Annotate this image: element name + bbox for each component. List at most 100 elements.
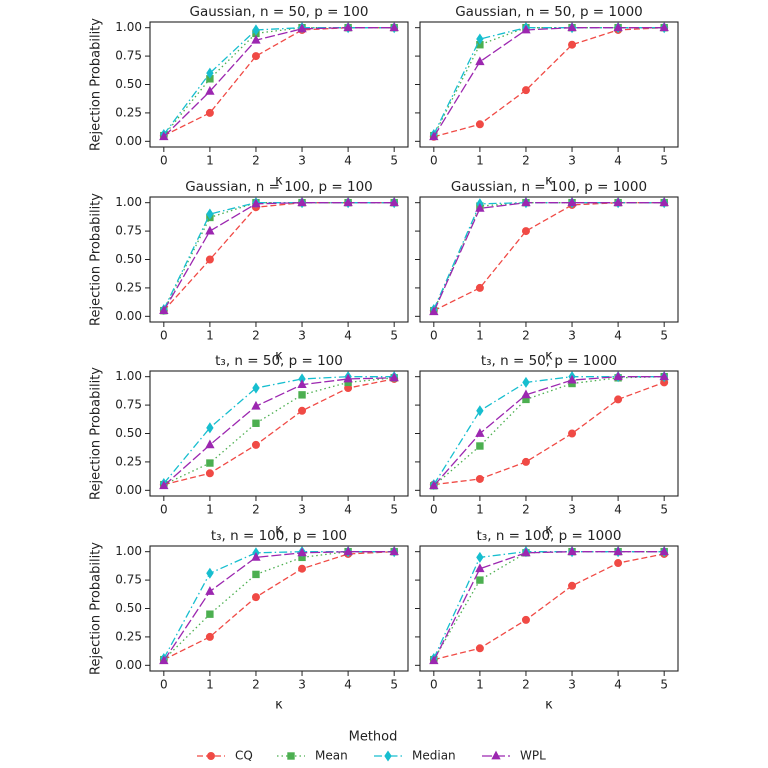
x-tick-label: 1 bbox=[206, 329, 214, 343]
x-axis-label: κ bbox=[275, 698, 283, 713]
legend-marker bbox=[491, 750, 501, 760]
marker bbox=[251, 34, 261, 44]
legend-title: Method bbox=[349, 730, 398, 745]
marker bbox=[251, 552, 261, 561]
x-tick-label: 1 bbox=[476, 154, 484, 168]
marker bbox=[252, 419, 260, 427]
panel-title: t₃, n = 100, p = 100 bbox=[211, 528, 347, 544]
panel-title: Gaussian, n = 50, p = 1000 bbox=[455, 4, 643, 20]
y-tick-label: 0.50 bbox=[115, 252, 142, 266]
axes-frame bbox=[419, 196, 679, 323]
marker bbox=[567, 546, 577, 556]
marker bbox=[521, 24, 531, 34]
x-tick-label: 2 bbox=[522, 503, 530, 517]
marker bbox=[476, 442, 484, 450]
y-axis-label: Rejection Probability bbox=[89, 542, 104, 675]
marker bbox=[659, 22, 669, 32]
marker bbox=[521, 197, 531, 207]
y-tick-label: 0.00 bbox=[115, 483, 142, 497]
x-tick-label: 5 bbox=[390, 329, 398, 343]
marker bbox=[659, 546, 669, 556]
x-tick-label: 5 bbox=[660, 678, 668, 692]
marker bbox=[521, 86, 530, 95]
series-line bbox=[433, 202, 665, 311]
marker bbox=[475, 203, 485, 212]
marker bbox=[429, 480, 439, 490]
x-tick-label: 0 bbox=[160, 503, 168, 517]
series-line bbox=[433, 551, 665, 660]
x-tick-label: 4 bbox=[614, 329, 622, 343]
panel-title: t₃, n = 100, p = 1000 bbox=[477, 528, 622, 544]
marker bbox=[206, 567, 214, 579]
series-line bbox=[433, 202, 665, 310]
marker bbox=[613, 197, 623, 207]
marker bbox=[613, 22, 623, 32]
marker bbox=[159, 305, 169, 315]
x-axis-label: κ bbox=[275, 174, 283, 189]
marker bbox=[475, 56, 485, 66]
panel-title: t₃, n = 50, p = 100 bbox=[215, 353, 343, 369]
x-tick-label: 4 bbox=[344, 503, 352, 517]
marker bbox=[298, 391, 306, 399]
x-tick-label: 4 bbox=[344, 329, 352, 343]
marker bbox=[206, 422, 214, 434]
marker bbox=[475, 283, 484, 292]
x-axis-label: κ bbox=[275, 523, 283, 538]
marker bbox=[429, 306, 439, 316]
marker bbox=[298, 564, 307, 573]
marker bbox=[476, 33, 484, 45]
x-tick-label: 3 bbox=[568, 503, 576, 517]
y-tick-label: 0.75 bbox=[115, 573, 142, 587]
y-tick-label: 0.50 bbox=[115, 77, 142, 91]
marker bbox=[521, 389, 531, 399]
marker bbox=[205, 586, 215, 595]
marker bbox=[613, 371, 623, 381]
legend-marker bbox=[384, 750, 392, 762]
series-line bbox=[433, 202, 665, 312]
marker bbox=[252, 24, 260, 36]
series-line bbox=[433, 376, 665, 487]
series-line bbox=[433, 551, 665, 659]
x-tick-label: 1 bbox=[476, 678, 484, 692]
marker bbox=[475, 474, 484, 483]
x-tick-label: 3 bbox=[298, 329, 306, 343]
panel-title: Gaussian, n = 100, p = 100 bbox=[185, 179, 373, 195]
x-tick-label: 2 bbox=[252, 329, 260, 343]
marker bbox=[614, 395, 623, 404]
marker bbox=[205, 439, 215, 449]
x-tick-label: 2 bbox=[522, 678, 530, 692]
x-tick-label: 0 bbox=[430, 678, 438, 692]
marker bbox=[521, 457, 530, 466]
x-tick-label: 3 bbox=[568, 329, 576, 343]
x-tick-label: 3 bbox=[298, 154, 306, 168]
x-tick-label: 0 bbox=[430, 329, 438, 343]
y-tick-label: 1.00 bbox=[115, 369, 142, 383]
marker bbox=[475, 644, 484, 653]
y-tick-label: 0.75 bbox=[115, 49, 142, 63]
series-line bbox=[163, 551, 395, 661]
x-tick-label: 1 bbox=[206, 154, 214, 168]
series-line bbox=[433, 27, 665, 138]
marker bbox=[521, 615, 530, 624]
x-tick-label: 1 bbox=[206, 503, 214, 517]
x-tick-label: 0 bbox=[160, 329, 168, 343]
marker bbox=[476, 405, 484, 417]
marker bbox=[252, 382, 260, 394]
y-tick-label: 1.00 bbox=[115, 20, 142, 34]
marker bbox=[343, 373, 353, 383]
x-tick-label: 5 bbox=[660, 329, 668, 343]
series-line bbox=[163, 27, 395, 137]
x-tick-label: 0 bbox=[430, 154, 438, 168]
x-tick-label: 5 bbox=[390, 678, 398, 692]
marker bbox=[429, 131, 439, 141]
series-line bbox=[163, 202, 395, 311]
marker bbox=[475, 563, 485, 573]
marker bbox=[343, 197, 353, 207]
series-line bbox=[163, 377, 395, 486]
series-line bbox=[163, 551, 395, 661]
y-tick-label: 0.00 bbox=[115, 134, 142, 148]
series-line bbox=[433, 27, 665, 138]
marker bbox=[205, 85, 215, 95]
x-tick-label: 2 bbox=[522, 329, 530, 343]
marker bbox=[159, 480, 169, 490]
